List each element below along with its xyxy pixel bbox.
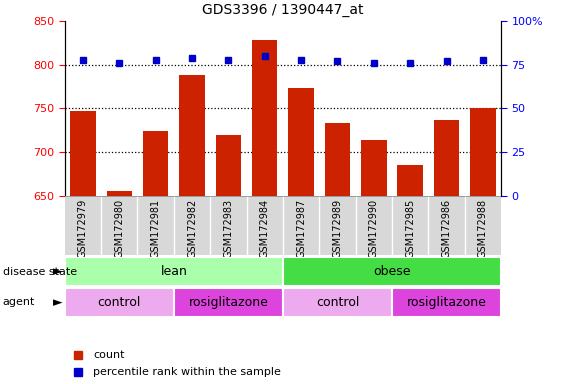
- Bar: [210, 196, 247, 255]
- Text: GSM172989: GSM172989: [332, 199, 342, 258]
- Text: agent: agent: [3, 297, 35, 308]
- Text: ►: ►: [53, 265, 63, 278]
- Bar: [428, 196, 464, 255]
- Text: GSM172981: GSM172981: [151, 199, 160, 258]
- Text: control: control: [316, 296, 359, 309]
- Bar: [283, 196, 319, 255]
- Bar: [325, 123, 350, 196]
- Bar: [65, 288, 174, 317]
- Bar: [179, 75, 205, 196]
- Bar: [392, 196, 428, 255]
- Text: disease state: disease state: [3, 266, 77, 277]
- Bar: [319, 196, 356, 255]
- Bar: [143, 131, 168, 196]
- Bar: [288, 88, 314, 196]
- Text: rosiglitazone: rosiglitazone: [406, 296, 486, 309]
- Text: GSM172987: GSM172987: [296, 199, 306, 258]
- Text: GSM172982: GSM172982: [187, 199, 197, 258]
- Text: GSM172980: GSM172980: [114, 199, 124, 258]
- Bar: [65, 196, 101, 255]
- Bar: [434, 120, 459, 196]
- Bar: [65, 257, 283, 286]
- Bar: [252, 40, 278, 196]
- Bar: [106, 192, 132, 196]
- Title: GDS3396 / 1390447_at: GDS3396 / 1390447_at: [202, 3, 364, 17]
- Text: count: count: [93, 350, 124, 360]
- Bar: [464, 196, 501, 255]
- Bar: [392, 288, 501, 317]
- Bar: [283, 288, 392, 317]
- Text: lean: lean: [160, 265, 187, 278]
- Bar: [470, 109, 495, 196]
- Bar: [174, 288, 283, 317]
- Text: GSM172988: GSM172988: [478, 199, 488, 258]
- Bar: [283, 257, 501, 286]
- Text: GSM172984: GSM172984: [260, 199, 270, 258]
- Text: GSM172990: GSM172990: [369, 199, 379, 258]
- Text: percentile rank within the sample: percentile rank within the sample: [93, 366, 281, 377]
- Text: rosiglitazone: rosiglitazone: [189, 296, 269, 309]
- Bar: [356, 196, 392, 255]
- Bar: [397, 165, 423, 196]
- Text: obese: obese: [373, 265, 411, 278]
- Bar: [101, 196, 137, 255]
- Bar: [174, 196, 210, 255]
- Bar: [216, 135, 241, 196]
- Bar: [137, 196, 174, 255]
- Bar: [361, 140, 387, 196]
- Text: GSM172986: GSM172986: [441, 199, 452, 258]
- Text: GSM172985: GSM172985: [405, 199, 415, 258]
- Bar: [247, 196, 283, 255]
- Text: GSM172983: GSM172983: [224, 199, 234, 258]
- Text: control: control: [97, 296, 141, 309]
- Bar: [70, 111, 96, 196]
- Text: GSM172979: GSM172979: [78, 199, 88, 258]
- Text: ►: ►: [53, 296, 63, 309]
